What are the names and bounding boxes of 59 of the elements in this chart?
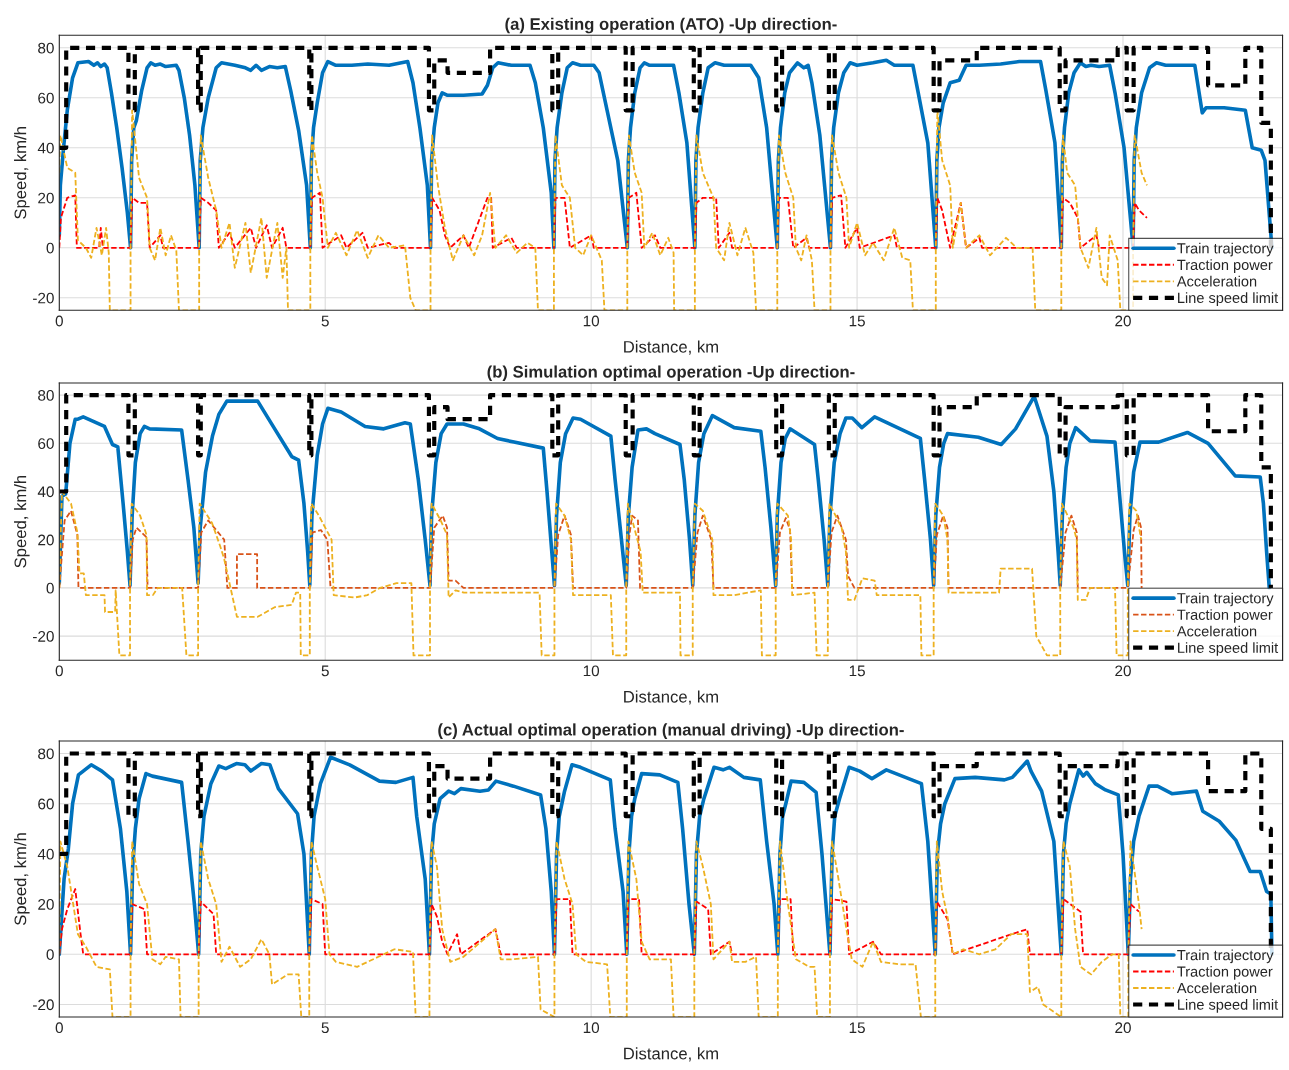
line-series [59, 888, 1140, 956]
y-tick-label: 20 [38, 898, 54, 910]
legend-label: Acceleration [1176, 275, 1257, 287]
x-tick-label: 10 [583, 315, 600, 327]
y-tick-label: 60 [38, 92, 54, 104]
legend-label: Train trajectory [1177, 592, 1274, 607]
y-tick-label: -20 [33, 999, 54, 1011]
legend-label: Traction power [1177, 609, 1273, 623]
y-tick-label: 80 [38, 42, 54, 54]
y-tick-label: 20 [38, 192, 54, 204]
line-series [59, 509, 1143, 589]
x-tick-label: 20 [1115, 665, 1131, 677]
x-tick-label: 0 [55, 315, 63, 327]
x-tick-label: 10 [583, 665, 600, 677]
line-series [59, 840, 1143, 1018]
line-series [59, 109, 1148, 311]
y-tick-label: 80 [38, 748, 54, 760]
chart-title: (a) Existing operation (ATO) -Up direction- [505, 17, 837, 34]
x-tick-label: 15 [849, 315, 865, 327]
legend-label: Line speed limit [1178, 642, 1279, 656]
y-tick-label: 80 [38, 389, 54, 401]
x-tick-label: 15 [849, 665, 865, 677]
y-tick-label: -20 [33, 630, 54, 642]
x-tick-label: 5 [321, 315, 329, 327]
legend-label: Traction power [1177, 259, 1273, 273]
x-axis-title: Distance, km [624, 340, 718, 355]
legend-label: Train trajectory [1177, 949, 1274, 964]
x-tick-label: 5 [321, 1022, 329, 1034]
x-axis-title: Distance, km [624, 1047, 718, 1062]
legend-label: Acceleration [1176, 982, 1257, 994]
x-tick-label: 10 [583, 1022, 600, 1034]
y-axis-title: Speed, km/h [14, 475, 30, 568]
y-tick-label: 20 [38, 534, 54, 546]
x-tick-label: 0 [55, 665, 63, 677]
legend-label: Train trajectory [1177, 242, 1274, 257]
y-axis-title: Speed, km/h [14, 127, 30, 219]
x-tick-label: 20 [1115, 315, 1131, 327]
y-tick-label: 40 [37, 142, 54, 154]
y-tick-label: 0 [46, 949, 54, 960]
legend-label: Traction power [1177, 966, 1273, 980]
chart-title: (c) Actual optimal operation (manual driving) -Up direction- [438, 723, 904, 739]
chart-title: (b) Simulation optimal operation -Up direction- [487, 365, 855, 381]
y-tick-label: 40 [37, 486, 54, 498]
y-tick-label: 0 [46, 242, 54, 254]
x-axis-title: Distance, km [624, 690, 718, 705]
legend-label: Line speed limit [1178, 292, 1279, 306]
y-tick-label: 60 [38, 798, 54, 810]
x-tick-label: 0 [55, 1022, 63, 1034]
legend-label: Line speed limit [1178, 999, 1279, 1013]
y-tick-label: 40 [37, 848, 54, 860]
x-tick-label: 5 [321, 665, 329, 677]
x-tick-label: 20 [1115, 1022, 1131, 1034]
line-series [59, 191, 1148, 249]
y-tick-label: 60 [38, 438, 54, 449]
y-axis-title: Speed, km/h [14, 833, 30, 926]
legend-label: Acceleration [1176, 625, 1257, 637]
y-tick-label: -20 [33, 292, 54, 304]
y-tick-label: 0 [46, 582, 54, 594]
x-tick-label: 15 [849, 1022, 865, 1034]
